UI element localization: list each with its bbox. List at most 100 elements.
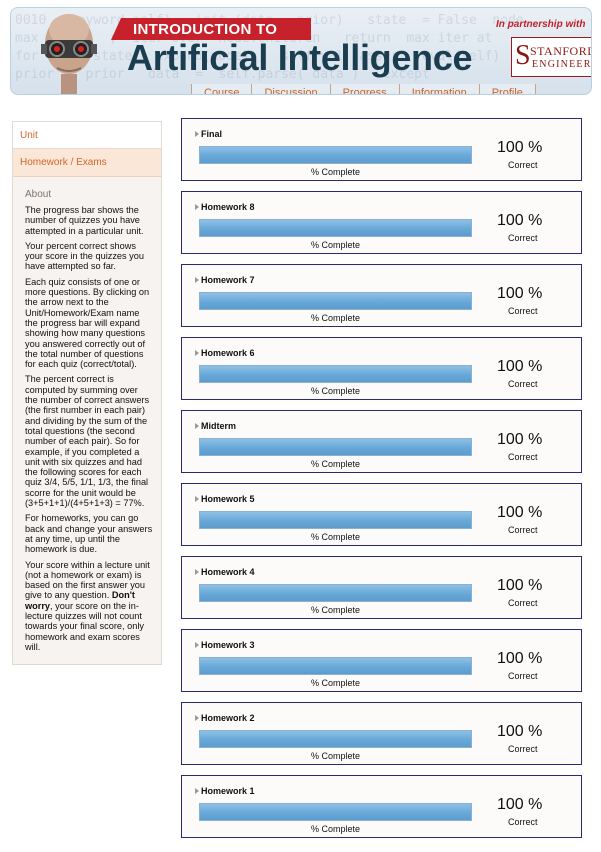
progress-bar: [199, 438, 472, 456]
progress-bar-fill: [200, 512, 471, 528]
robot-head-icon: [41, 14, 97, 94]
main-nav: Course Discussion Progress Information Profi…: [191, 84, 536, 94]
about-paragraph: The percent correct is computed by summi…: [25, 374, 150, 509]
expand-arrow-icon[interactable]: [195, 350, 199, 356]
about-paragraph-last: Your score within a lecture unit (not a …: [25, 560, 153, 653]
progress-card: Homework 7 % Complete 100 % Correct: [181, 264, 582, 327]
percent-correct: 100 %: [497, 577, 543, 594]
unit-title[interactable]: Final: [201, 129, 223, 139]
progress-bar: [199, 219, 472, 237]
progress-card: Homework 5 % Complete 100 % Correct: [181, 483, 582, 546]
site-header: 0010 (keyword self) init (data , prior) …: [10, 7, 592, 95]
unit-title[interactable]: Homework 8: [201, 202, 255, 212]
correct-label: Correct: [508, 598, 538, 608]
unit-title[interactable]: Homework 1: [201, 786, 255, 796]
unit-title[interactable]: Homework 6: [201, 348, 255, 358]
nav-course[interactable]: Course: [192, 84, 253, 94]
correct-label: Correct: [508, 817, 538, 827]
percent-correct: 100 %: [497, 358, 543, 375]
sidebar: Unit Homework / Exams About The progress…: [12, 121, 162, 665]
progress-bar-fill: [200, 731, 471, 747]
correct-label: Correct: [508, 233, 538, 243]
progress-bar: [199, 803, 472, 821]
unit-title[interactable]: Homework 3: [201, 640, 255, 650]
percent-correct: 100 %: [497, 723, 543, 740]
correct-label: Correct: [508, 744, 538, 754]
stanford-logo-line1: STANFORD: [530, 44, 592, 58]
about-text: , your score on the in-lecture quizzes w…: [25, 600, 144, 652]
progress-bar-fill: [200, 439, 471, 455]
expand-arrow-icon[interactable]: [195, 569, 199, 575]
percent-correct: 100 %: [497, 285, 543, 302]
progress-label: % Complete: [310, 751, 361, 761]
correct-label: Correct: [508, 379, 538, 389]
progress-bar: [199, 584, 472, 602]
progress-card: Homework 8 % Complete 100 % Correct: [181, 191, 582, 254]
expand-arrow-icon[interactable]: [195, 642, 199, 648]
progress-card: Homework 3 % Complete 100 % Correct: [181, 629, 582, 692]
partner-text: In partnership with: [496, 19, 586, 30]
progress-bar-fill: [200, 366, 471, 382]
stanford-logo-line2: ENGINEERING: [532, 59, 592, 70]
about-paragraph: Your percent correct shows your score in…: [25, 240, 144, 272]
expand-arrow-icon[interactable]: [195, 423, 199, 429]
unit-title[interactable]: Midterm: [201, 421, 237, 431]
correct-label: Correct: [508, 452, 538, 462]
banner-ribbon: [111, 18, 311, 40]
unit-title[interactable]: Homework 4: [201, 567, 255, 577]
expand-arrow-icon[interactable]: [195, 496, 199, 502]
nav-information[interactable]: Information: [399, 84, 480, 94]
nav-profile[interactable]: Profile: [479, 84, 536, 94]
percent-correct: 100 %: [497, 650, 543, 667]
expand-arrow-icon[interactable]: [195, 204, 199, 210]
nav-discussion[interactable]: Discussion: [252, 84, 331, 94]
unit-title[interactable]: Homework 7: [201, 275, 255, 285]
progress-label: % Complete: [310, 167, 361, 177]
progress-bar-fill: [200, 585, 471, 601]
about-text: Your score within a lecture unit (not a …: [25, 559, 150, 601]
progress-card: Midterm % Complete 100 % Correct: [181, 410, 582, 473]
about-emphasis: Don't worry: [25, 590, 135, 611]
progress-bar: [199, 292, 472, 310]
banner-text: INTRODUCTION TO: [133, 21, 278, 38]
correct-label: Correct: [508, 306, 538, 316]
progress-label: % Complete: [310, 313, 361, 323]
progress-label: % Complete: [310, 532, 361, 542]
percent-correct: 100 %: [497, 796, 543, 813]
expand-arrow-icon[interactable]: [195, 277, 199, 283]
progress-bar-fill: [200, 147, 471, 163]
correct-label: Correct: [508, 160, 538, 170]
nav-progress[interactable]: Progress: [330, 84, 400, 94]
percent-correct: 100 %: [497, 431, 543, 448]
progress-bar: [199, 657, 472, 675]
progress-bar: [199, 365, 472, 383]
progress-bar: [199, 511, 472, 529]
expand-arrow-icon[interactable]: [195, 131, 199, 137]
progress-card: Final % Complete 100 % Correct: [181, 118, 582, 181]
tab-unit[interactable]: Unit: [13, 122, 161, 149]
progress-card: Homework 4 % Complete 100 % Correct: [181, 556, 582, 619]
correct-label: Correct: [508, 671, 538, 681]
progress-bar-fill: [200, 293, 471, 309]
about-paragraph: The progress bar shows the number of qui…: [25, 205, 144, 236]
progress-label: % Complete: [310, 240, 361, 250]
progress-card: Homework 6 % Complete 100 % Correct: [181, 337, 582, 400]
percent-correct: 100 %: [497, 139, 543, 156]
correct-label: Correct: [508, 525, 538, 535]
progress-label: % Complete: [310, 824, 361, 834]
unit-title[interactable]: Homework 5: [201, 494, 255, 504]
stanford-logo-letter: S: [515, 40, 531, 71]
unit-title[interactable]: Homework 2: [201, 713, 255, 723]
progress-bar: [199, 730, 472, 748]
progress-card: Homework 2 % Complete 100 % Correct: [181, 702, 582, 765]
progress-card: Homework 1 % Complete 100 % Correct: [181, 775, 582, 838]
progress-bar-fill: [200, 658, 471, 674]
progress-label: % Complete: [310, 678, 361, 688]
tab-homework-exams[interactable]: Homework / Exams: [13, 149, 161, 177]
expand-arrow-icon[interactable]: [195, 715, 199, 721]
stanford-logo[interactable]: S STANFORD ENGINEERING: [511, 37, 592, 77]
progress-bar-fill: [200, 804, 471, 820]
progress-label: % Complete: [310, 386, 361, 396]
expand-arrow-icon[interactable]: [195, 788, 199, 794]
progress-label: % Complete: [310, 459, 361, 469]
